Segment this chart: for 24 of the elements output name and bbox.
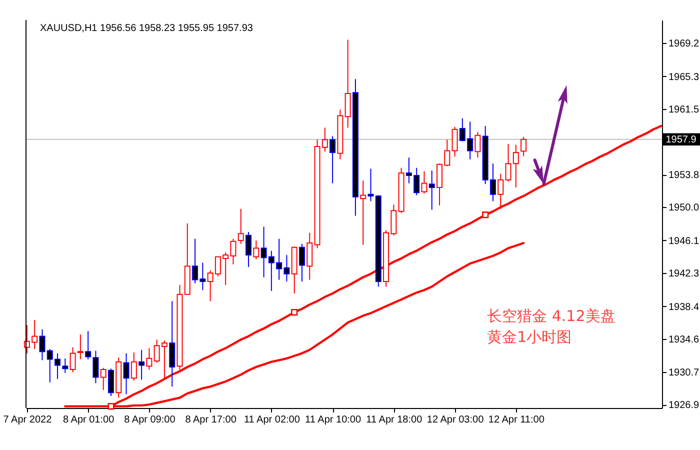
y-tick-label: 1926.9 xyxy=(668,400,700,412)
x-tick-label: 8 Apr 09:00 xyxy=(124,414,176,426)
y-tick-label: 1942.3 xyxy=(668,268,700,280)
x-tick-label: 11 Apr 10:00 xyxy=(305,414,362,426)
annotation: 长空猎金 4.12美盘 xyxy=(487,307,616,326)
y-tick-label: 1965.3 xyxy=(668,72,700,83)
y-tick-label: 1934.6 xyxy=(668,334,700,346)
x-tick-label: 12 Apr 11:00 xyxy=(488,414,545,426)
ref-line-label: 1957.9 xyxy=(666,134,697,146)
annotation: 黄金1小时图 xyxy=(487,328,572,346)
y-tick-label: 1953.8 xyxy=(668,170,700,182)
y-tick-label: 1930.7 xyxy=(668,368,700,379)
chart-title: XAUUSD,H1 1956.56 1958.23 1955.95 1957.93 xyxy=(40,23,254,34)
y-tick-label: 1969.2 xyxy=(668,38,700,50)
x-tick-label: 11 Apr 18:00 xyxy=(366,414,423,426)
x-tick-label: 7 Apr 2022 xyxy=(3,414,52,426)
y-tick-label: 1961.5 xyxy=(668,104,700,116)
x-tick-label: 8 Apr 01:00 xyxy=(62,414,115,426)
x-tick-label: 8 Apr 17:00 xyxy=(185,414,237,426)
x-tick-label: 12 Apr 03:00 xyxy=(426,414,484,426)
x-tick-label: 11 Apr 02:00 xyxy=(244,414,300,426)
y-tick-label: 1950.0 xyxy=(668,202,700,214)
y-tick-label: 1938.4 xyxy=(668,302,700,313)
y-tick-label: 1946.1 xyxy=(668,236,700,247)
